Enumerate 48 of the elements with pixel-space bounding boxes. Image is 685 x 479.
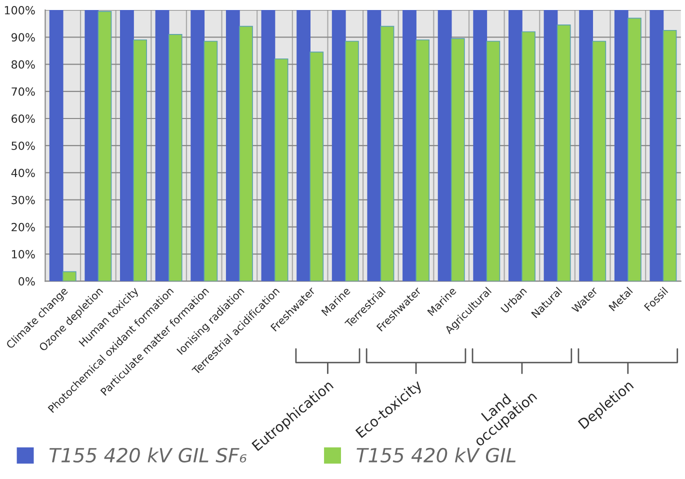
bar <box>190 10 205 282</box>
bar <box>226 10 240 282</box>
bar <box>120 10 134 282</box>
bar <box>486 40 500 282</box>
bar <box>544 10 558 282</box>
bar <box>49 10 64 282</box>
bar <box>380 26 394 282</box>
bar <box>168 34 182 282</box>
y-tick-label: 50% <box>12 142 35 150</box>
legend-label: T155 420 kV GIL <box>356 447 516 463</box>
bar <box>310 52 324 282</box>
bar <box>155 10 170 282</box>
y-tick-label: 20% <box>12 222 35 232</box>
bar <box>416 39 430 282</box>
bar <box>450 38 465 282</box>
bar <box>592 40 606 282</box>
y-tick-label: 60% <box>12 114 35 123</box>
bar <box>473 10 488 282</box>
bar <box>296 10 310 282</box>
y-tick-label: 90% <box>11 33 35 42</box>
bar <box>133 39 147 282</box>
bar <box>84 10 99 282</box>
y-tick-label: 70% <box>12 87 35 96</box>
bar <box>627 18 642 282</box>
bar <box>438 10 452 282</box>
bar <box>508 10 522 282</box>
y-tick-label: 10% <box>12 250 35 258</box>
y-tick-label: 100% <box>4 6 35 14</box>
bar <box>239 26 253 282</box>
y-tick-label: 40% <box>11 168 35 178</box>
bar <box>556 24 571 282</box>
bar <box>650 10 664 282</box>
y-tick-label: 0% <box>18 277 35 286</box>
bar <box>332 10 346 282</box>
y-tick-label: 80% <box>12 60 35 69</box>
bar <box>402 10 416 282</box>
legend-label: T155 420 kV GIL SF₆ <box>49 447 246 463</box>
bar <box>579 10 594 282</box>
bar <box>522 31 536 282</box>
y-tick-label: 30% <box>12 196 35 204</box>
bar <box>344 40 359 282</box>
bar <box>261 10 276 282</box>
bar <box>274 58 288 282</box>
bar <box>204 40 218 282</box>
bar <box>614 10 628 282</box>
bar <box>98 10 112 282</box>
bar <box>662 30 677 282</box>
bar <box>367 10 382 282</box>
